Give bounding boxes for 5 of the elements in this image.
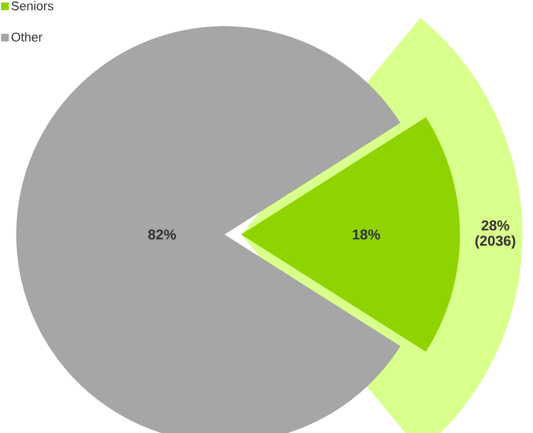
legend-label: Other [12,32,42,42]
data-label: 82% [148,229,176,240]
data-label: 18% [352,229,380,240]
legend-label: Seniors [12,1,54,10]
data-label: 28% (2036) [475,220,516,249]
